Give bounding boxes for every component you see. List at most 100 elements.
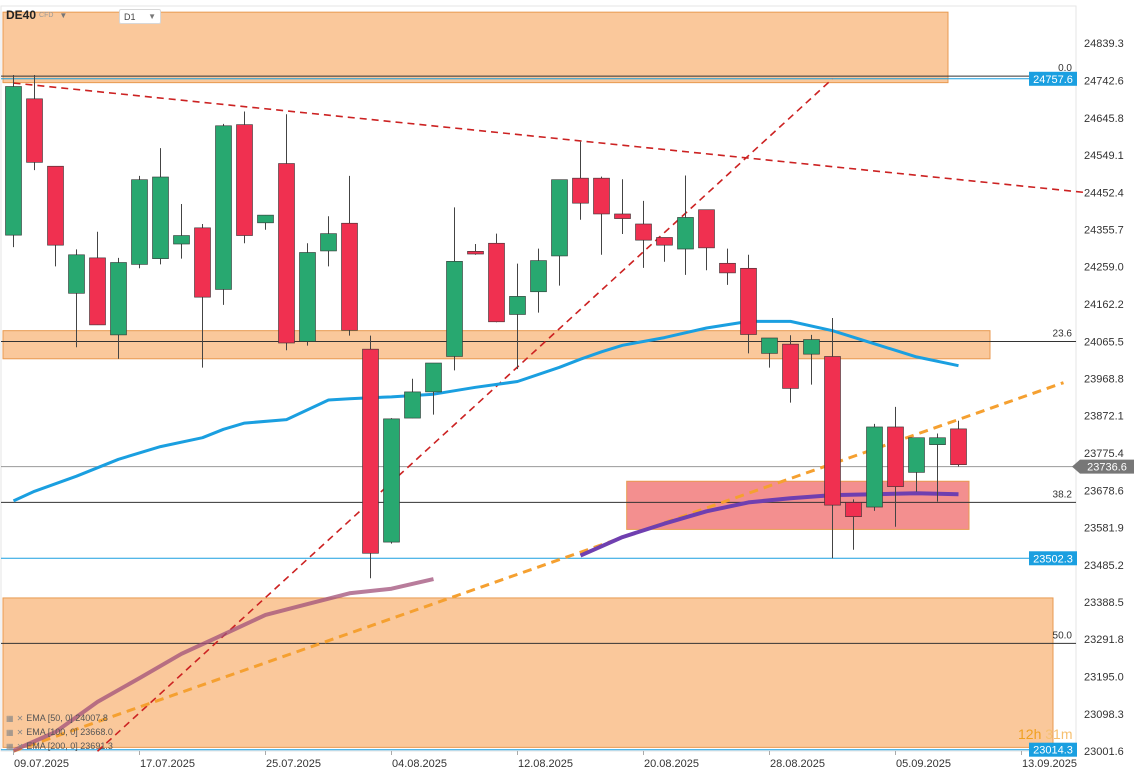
price-tag-label: 23014.3 <box>1033 745 1073 757</box>
candle-body[interactable] <box>68 254 85 294</box>
candle-body[interactable] <box>362 348 379 554</box>
settings-icon[interactable]: ▦ <box>6 713 14 723</box>
y-tick-label: 24065.5 <box>1084 336 1124 348</box>
fib-label: 50.0 <box>1053 630 1073 641</box>
candle-body[interactable] <box>47 165 64 246</box>
price-tag <box>1029 551 1077 566</box>
timeframe-select[interactable]: D1 ▼ <box>119 9 161 24</box>
candle-body[interactable] <box>551 179 568 257</box>
y-tick-label: 23968.8 <box>1084 374 1124 386</box>
price-tag-label: 23736.6 <box>1087 462 1127 474</box>
candle-body[interactable] <box>488 242 505 323</box>
candle-body[interactable] <box>299 252 316 342</box>
candle-body[interactable] <box>593 177 610 215</box>
candle-body[interactable] <box>89 257 106 326</box>
candle-body[interactable] <box>572 177 589 204</box>
trend-line-1[interactable] <box>96 78 834 752</box>
close-icon[interactable]: ✕ <box>16 713 24 723</box>
candle-body[interactable] <box>467 251 484 255</box>
candle-body[interactable] <box>131 179 148 265</box>
legend-ema50-label: EMA [50, 0] 24007.8 <box>26 713 108 723</box>
legend-ema50[interactable]: ▦ ✕ EMA [50, 0] 24007.8 <box>6 713 108 723</box>
candle-body[interactable] <box>173 235 190 245</box>
symbol-type-label: CFD <box>39 11 54 19</box>
legend-ema100-label: EMA [100, 0] 23668.0 <box>26 727 113 737</box>
candle-body[interactable] <box>803 339 820 355</box>
trend-line-2[interactable] <box>13 381 1064 753</box>
candles <box>5 74 967 579</box>
x-tick-label: 25.07.2025 <box>266 758 321 770</box>
settings-icon[interactable]: ▦ <box>6 741 14 751</box>
x-tick-label: 17.07.2025 <box>140 758 195 770</box>
candle-body[interactable] <box>152 176 169 259</box>
y-tick-label: 23678.6 <box>1084 485 1124 497</box>
candle-countdown-timer: 12h 31m <box>1018 726 1072 742</box>
ema100-line-early <box>12 577 434 753</box>
x-tick-label: 28.08.2025 <box>770 758 825 770</box>
settings-icon[interactable]: ▦ <box>6 727 14 737</box>
legend-ema100[interactable]: ▦ ✕ EMA [100, 0] 23668.0 <box>6 727 113 737</box>
candle-body[interactable] <box>887 426 904 487</box>
candle-body[interactable] <box>257 214 274 224</box>
candle-body[interactable] <box>509 296 526 315</box>
candle-body[interactable] <box>110 262 127 336</box>
candle-body[interactable] <box>530 260 547 293</box>
fib-label: 0.0 <box>1058 63 1072 74</box>
close-icon[interactable]: ✕ <box>16 727 24 737</box>
candle-body[interactable] <box>824 356 841 506</box>
candle-body[interactable] <box>383 418 400 543</box>
legend-ema200[interactable]: ▦ ✕ EMA [200, 0] 23691.3 <box>6 741 113 751</box>
candle-body[interactable] <box>278 163 295 344</box>
timer-minutes: 31m <box>1045 726 1073 742</box>
candle-body[interactable] <box>719 262 736 274</box>
candle-body[interactable] <box>404 391 421 419</box>
symbol-dropdown-icon[interactable]: ▼ <box>59 10 68 20</box>
candle-body[interactable] <box>740 267 757 335</box>
y-tick-label: 24742.6 <box>1084 75 1124 87</box>
close-icon[interactable]: ✕ <box>16 741 24 751</box>
candle-body[interactable] <box>425 362 442 393</box>
candle-body[interactable] <box>320 233 337 252</box>
candle-body[interactable] <box>908 437 925 473</box>
candle-body[interactable] <box>782 343 799 389</box>
x-tick-label: 04.08.2025 <box>392 758 447 770</box>
candle-body[interactable] <box>656 237 673 246</box>
price-tag-label: 23502.3 <box>1033 553 1073 565</box>
y-tick-label: 23388.5 <box>1084 597 1124 609</box>
fib-label: 38.2 <box>1053 489 1073 500</box>
candle-body[interactable] <box>614 213 631 219</box>
candle-body[interactable] <box>215 125 232 290</box>
y-tick-label: 23775.4 <box>1084 448 1124 460</box>
candle-body[interactable] <box>236 124 253 236</box>
candle-body[interactable] <box>950 428 967 465</box>
y-tick-label: 23485.2 <box>1084 560 1124 572</box>
y-tick-label: 23291.8 <box>1084 634 1124 646</box>
candle-body[interactable] <box>194 227 211 298</box>
candle-body[interactable] <box>677 217 694 250</box>
candle-body[interactable] <box>866 426 883 508</box>
timeframe-label: D1 <box>124 11 136 22</box>
zone-3 <box>2 597 1054 748</box>
candle-body[interactable] <box>761 337 778 354</box>
candle-body[interactable] <box>635 223 652 241</box>
candle-body[interactable] <box>5 86 22 236</box>
y-tick-label: 24549.1 <box>1084 150 1124 162</box>
candle-body[interactable] <box>446 261 463 357</box>
fib-label: 23.6 <box>1053 328 1073 339</box>
x-tick-label: 12.08.2025 <box>518 758 573 770</box>
zone-2 <box>626 480 970 530</box>
candle-body[interactable] <box>698 209 715 249</box>
y-tick-label: 23195.0 <box>1084 672 1124 684</box>
candle-body[interactable] <box>341 222 358 331</box>
y-tick-label: 24645.8 <box>1084 113 1124 125</box>
candle-body[interactable] <box>845 502 862 517</box>
candle-body[interactable] <box>26 98 43 163</box>
zone-1 <box>2 330 991 360</box>
price-tag <box>1029 71 1077 86</box>
current-price-tag <box>1072 459 1134 474</box>
candle-body[interactable] <box>929 437 946 445</box>
symbol-label[interactable]: DE40 <box>6 8 37 22</box>
y-tick-label: 23001.6 <box>1084 746 1124 758</box>
y-tick-label: 24162.2 <box>1084 299 1124 311</box>
